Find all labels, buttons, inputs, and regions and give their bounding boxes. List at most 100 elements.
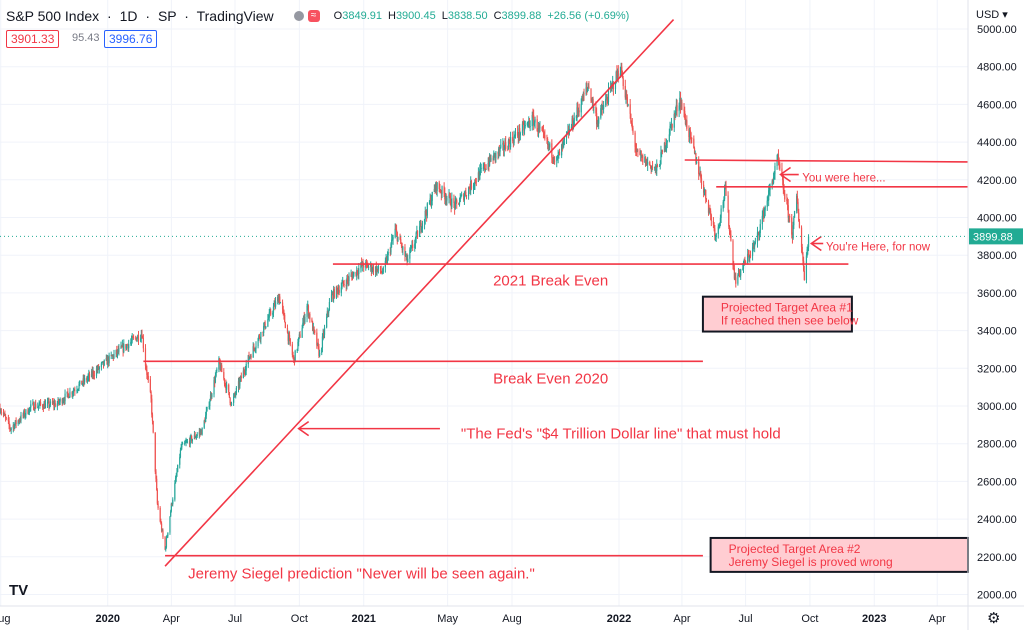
candle-body <box>356 270 359 274</box>
candle-body <box>776 160 778 166</box>
candle-body <box>514 135 516 137</box>
candle-body <box>377 268 379 270</box>
candle-body <box>689 130 691 138</box>
target-area-1[interactable] <box>701 295 853 333</box>
candle-body <box>656 165 659 167</box>
candle-body <box>71 392 73 395</box>
you-were-here-label[interactable]: You were here... <box>802 172 885 184</box>
candle-body <box>592 98 594 108</box>
candle-body <box>409 248 412 250</box>
candle-body <box>444 193 446 200</box>
candle-body <box>446 197 448 201</box>
bid-price[interactable]: 3901.33 <box>6 30 60 48</box>
candle-body <box>661 150 663 153</box>
candle-body <box>150 391 152 399</box>
fed-arrow-head[interactable] <box>297 420 310 437</box>
drawings[interactable]: Projected Target Area #1If reached then … <box>143 19 969 583</box>
candle-body <box>151 414 154 421</box>
candle-body <box>645 159 647 166</box>
candle-body <box>475 181 477 183</box>
candle-body <box>92 371 94 376</box>
candle-body <box>249 355 251 357</box>
ohlc-value: 3900.45 <box>395 10 436 22</box>
candle-body <box>97 365 99 371</box>
candle-body <box>214 375 217 383</box>
candle-body <box>67 391 69 394</box>
gear-icon[interactable]: ⚙ <box>987 610 1001 627</box>
candle-body <box>644 157 646 163</box>
candle-body <box>242 370 244 379</box>
candle-body <box>116 349 118 354</box>
candle-body <box>4 413 6 416</box>
candle-body <box>454 200 456 209</box>
candle-body <box>78 384 80 389</box>
time-axis[interactable]: Aug 2020 Apr Jul Oct 2021 May Aug 2022 Apr Jul Oct 2… <box>0 613 946 625</box>
candle-body <box>179 449 182 458</box>
candle-body <box>802 253 804 261</box>
candle-body <box>166 536 168 538</box>
dot-icon[interactable] <box>293 11 304 21</box>
tradingview-logo-icon[interactable]: TV <box>9 582 29 599</box>
candle-body <box>304 317 306 322</box>
candle-body <box>331 293 333 295</box>
fed-label[interactable]: "The Fed's "$4 Trillion Dollar line" tha… <box>461 426 781 443</box>
resistance-line-upper[interactable] <box>684 159 969 163</box>
candle-body <box>100 363 103 368</box>
candle-body <box>230 402 233 405</box>
candle-body <box>317 342 319 347</box>
candle-body <box>778 161 780 165</box>
last-price-tag[interactable] <box>969 228 1023 245</box>
candle-body <box>517 135 519 138</box>
candle-body <box>161 530 163 532</box>
target-area-1-text: If reached then see below <box>721 314 859 328</box>
candle-body <box>402 246 404 250</box>
candle-body <box>209 394 212 402</box>
candle-body <box>333 289 335 300</box>
candle-body <box>696 161 698 164</box>
currency-selector[interactable]: USD ▾ <box>976 9 1008 21</box>
candle-body <box>495 152 497 159</box>
siegel-label[interactable]: Jeremy Siegel prediction "Never will be … <box>188 565 535 582</box>
candle-body <box>180 447 182 450</box>
candle-body <box>756 232 759 242</box>
candle-body <box>526 122 528 126</box>
symbol-title[interactable]: S&P 500 Index · 1D · SP · TradingView <box>6 8 274 24</box>
candle-body <box>377 266 379 270</box>
candle-body <box>56 403 58 407</box>
wave-icon[interactable]: ≈ <box>307 10 320 22</box>
candle-body <box>52 402 54 404</box>
candle-body <box>448 194 450 198</box>
candle-body <box>253 346 255 349</box>
break-even-2020-label[interactable]: Break Even 2020 <box>493 370 608 387</box>
candle-body <box>680 102 682 108</box>
candle-body <box>493 153 495 161</box>
candle-body <box>123 344 125 352</box>
candle-body <box>509 137 512 148</box>
youre-here-label[interactable]: You're Here, for now <box>826 241 931 253</box>
youre-here-arrow-head[interactable] <box>809 235 822 252</box>
break-even-2021-label[interactable]: 2021 Break Even <box>493 272 608 289</box>
candle-body <box>605 98 607 106</box>
candle-body <box>600 107 603 109</box>
ask-price[interactable]: 3996.76 <box>104 30 158 48</box>
you-were-here-arrow-head[interactable] <box>779 166 792 183</box>
candle-body <box>561 144 563 146</box>
candle-body <box>521 123 524 133</box>
candle-body <box>514 132 517 136</box>
target-area-2[interactable] <box>709 536 969 573</box>
candle-body <box>200 430 203 435</box>
candle-body <box>170 503 172 512</box>
candle-body <box>757 232 759 233</box>
fed-trendline[interactable] <box>164 19 675 567</box>
candle-body <box>451 198 453 208</box>
candle-body <box>425 210 427 214</box>
candle-body <box>580 104 582 113</box>
candle-body <box>729 231 731 235</box>
candle-body <box>118 348 120 352</box>
candle-body <box>270 310 272 315</box>
candle-body <box>30 404 32 408</box>
candle-body <box>249 356 251 359</box>
candle-body <box>37 406 39 408</box>
